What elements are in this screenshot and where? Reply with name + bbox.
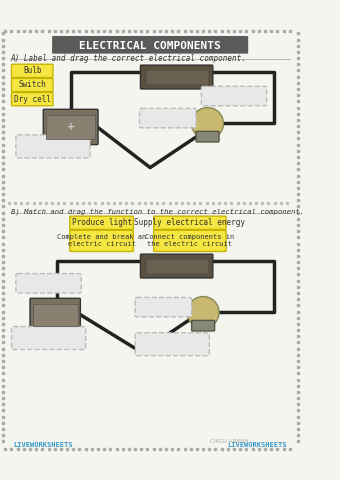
Text: Produce light: Produce light bbox=[71, 218, 132, 227]
FancyBboxPatch shape bbox=[16, 135, 90, 158]
Text: Connect components in
the electric circuit: Connect components in the electric circu… bbox=[145, 234, 235, 247]
Text: Complete and break an
electric circuit: Complete and break an electric circuit bbox=[57, 234, 146, 247]
Text: B) Match and drag the function to the correct electrical component.: B) Match and drag the function to the co… bbox=[11, 208, 304, 215]
Text: LIVEWORKSHEETS: LIVEWORKSHEETS bbox=[227, 442, 287, 448]
Bar bbox=[46, 115, 96, 139]
FancyBboxPatch shape bbox=[12, 64, 53, 77]
FancyBboxPatch shape bbox=[70, 216, 133, 229]
FancyBboxPatch shape bbox=[52, 36, 248, 54]
Text: ELECTRICAL COMPONENTS: ELECTRICAL COMPONENTS bbox=[79, 41, 221, 51]
Bar bbox=[146, 71, 207, 84]
Text: LIVEWORKSHEETS: LIVEWORKSHEETS bbox=[13, 442, 73, 448]
Text: Switch: Switch bbox=[18, 81, 46, 89]
Text: Supply electrical energy: Supply electrical energy bbox=[134, 218, 245, 227]
FancyBboxPatch shape bbox=[140, 65, 213, 89]
Circle shape bbox=[192, 108, 223, 139]
FancyBboxPatch shape bbox=[43, 109, 98, 144]
FancyBboxPatch shape bbox=[154, 216, 226, 229]
FancyBboxPatch shape bbox=[196, 132, 219, 142]
FancyBboxPatch shape bbox=[12, 93, 53, 106]
FancyBboxPatch shape bbox=[192, 320, 215, 331]
Circle shape bbox=[187, 297, 219, 328]
FancyBboxPatch shape bbox=[135, 298, 192, 317]
FancyBboxPatch shape bbox=[70, 230, 133, 252]
Text: A) Label and drag the correct electrical component.: A) Label and drag the correct electrical… bbox=[11, 54, 246, 62]
Text: CIKGU ARIFAH: CIKGU ARIFAH bbox=[210, 439, 249, 444]
Text: Dry cell: Dry cell bbox=[14, 95, 51, 104]
FancyBboxPatch shape bbox=[16, 274, 81, 293]
FancyBboxPatch shape bbox=[139, 108, 196, 128]
FancyBboxPatch shape bbox=[140, 254, 213, 278]
Text: Bulb: Bulb bbox=[23, 66, 41, 75]
Text: +: + bbox=[67, 122, 75, 132]
FancyBboxPatch shape bbox=[135, 333, 209, 356]
FancyBboxPatch shape bbox=[154, 230, 226, 252]
FancyBboxPatch shape bbox=[201, 86, 267, 106]
Bar bbox=[33, 303, 78, 325]
FancyBboxPatch shape bbox=[12, 326, 86, 349]
FancyBboxPatch shape bbox=[30, 298, 80, 331]
FancyBboxPatch shape bbox=[12, 78, 53, 92]
Bar bbox=[146, 259, 207, 273]
